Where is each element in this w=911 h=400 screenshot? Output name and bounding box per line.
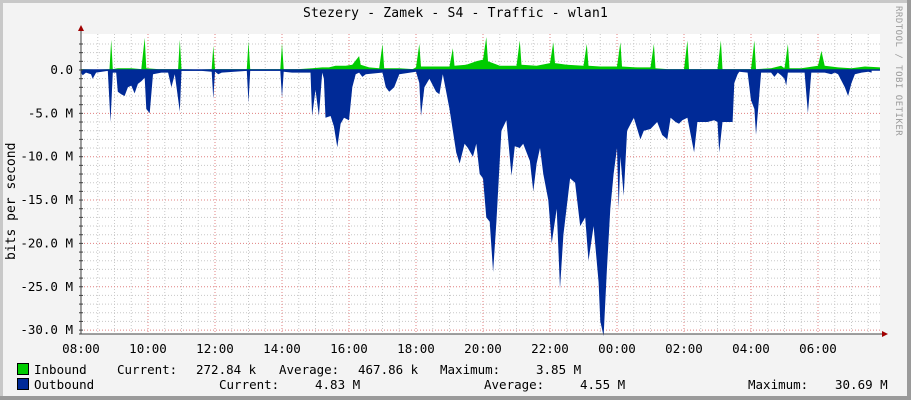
y-tick-label: -10.0 M — [20, 149, 73, 164]
x-tick-label: 14:00 — [263, 341, 301, 356]
inbound-label: Inbound — [34, 362, 87, 377]
inbound-average-value: 467.86 k — [358, 362, 419, 377]
x-tick-label: 10:00 — [129, 341, 167, 356]
frame-top-edge — [0, 0, 911, 3]
x-tick-label: 02:00 — [665, 341, 703, 356]
outbound-maximum-label: Maximum: — [748, 377, 809, 392]
legend-row-inbound: Inbound Current: 272.84 k Average: 467.86 k M… — [17, 362, 581, 377]
legend-row-outbound: Outbound Current: 4.83 M Average: 4.55 M Maxi… — [17, 377, 888, 392]
inbound-area-series — [81, 37, 880, 70]
x-tick-label: 08:00 — [62, 341, 100, 356]
outbound-maximum-value: 30.69 M — [835, 377, 888, 392]
x-tick-label: 06:00 — [799, 341, 837, 356]
x-tick-label: 00:00 — [598, 341, 636, 356]
x-tick-label: 04:00 — [732, 341, 770, 356]
x-tick-label: 18:00 — [397, 341, 435, 356]
inbound-average-label: Average: — [279, 362, 340, 377]
y-tick-label: -15.0 M — [20, 192, 73, 207]
inbound-maximum-value: 3.85 M — [536, 362, 582, 377]
x-tick-labels: 08:00 10:00 12:00 14:00 16:00 18:00 20:00 22:00… — [62, 341, 837, 356]
inbound-swatch-icon — [17, 363, 29, 375]
x-tick-label: 16:00 — [330, 341, 368, 356]
x-tick-label: 12:00 — [196, 341, 234, 356]
y-tick-label: -20.0 M — [20, 235, 73, 250]
y-tick-label: 0.0 — [50, 62, 73, 77]
inbound-current-label: Current: — [117, 362, 178, 377]
frame-left-edge — [0, 0, 3, 400]
inbound-current-value: 272.84 k — [196, 362, 257, 377]
outbound-average-label: Average: — [484, 377, 545, 392]
outbound-swatch-icon — [17, 378, 29, 390]
chart-title: Stezery - Zamek - S4 - Traffic - wlan1 — [302, 6, 608, 21]
y-tick-label: -30.0 M — [20, 322, 73, 337]
outbound-label: Outbound — [34, 377, 95, 392]
x-tick-label: 20:00 — [464, 341, 502, 356]
outbound-current-value: 4.83 M — [315, 377, 361, 392]
y-tick-labels: 0.0 -5.0 M -10.0 M -15.0 M -20.0 M -25.0 M -30… — [20, 62, 73, 337]
x-tick-label: 22:00 — [531, 341, 569, 356]
y-tick-label: -25.0 M — [20, 279, 73, 294]
outbound-area-series — [81, 70, 872, 337]
axes — [78, 25, 888, 337]
outbound-average-value: 4.55 M — [580, 377, 626, 392]
inbound-maximum-label: Maximum: — [440, 362, 501, 377]
y-tick-label: -5.0 M — [28, 105, 73, 120]
outbound-current-label: Current: — [219, 377, 280, 392]
